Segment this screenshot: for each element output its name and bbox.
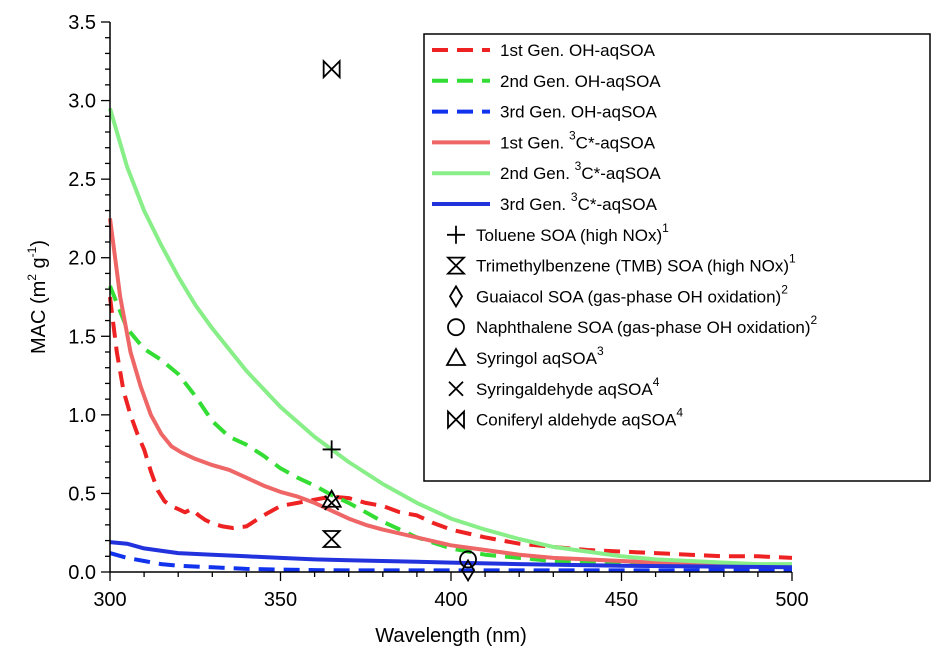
legend-label-1st-gen-oh-aqsoa-main: 1st Gen. OH-aqSOA (500, 41, 656, 60)
legend-label-syringol-aqsoa-main: Syringol aqSOA (476, 349, 598, 368)
marker-naphthalene-soa-gas-phase-oh-oxidation-0 (459, 550, 477, 569)
y-tick-label: 1.0 (68, 405, 96, 427)
plot-markers (321, 58, 477, 583)
legend-label-coniferyl-aldehyde-aqsoa: Coniferyl aldehyde aqSOA4 (476, 406, 683, 430)
legend-symbol-syringaldehyde-aqsoa (448, 381, 464, 397)
x-axis-title: Wavelength (nm) (375, 625, 527, 647)
y-tick-label: 3.0 (68, 91, 96, 113)
legend-label-trimethylbenzene-tmb-soa-high-nox-main: Trimethylbenzene (TMB) SOA (high NOx) (476, 257, 789, 276)
legend-label-naphthalene-soa-gas-phase-oh-oxidation: Naphthalene SOA (gas-phase OH oxidation)… (476, 313, 818, 337)
legend-label-3rd-gen-3c-aqsoa-suffix: C*-aqSOA (578, 195, 658, 214)
legend-label-toluene-soa-high-nox-superscript: 1 (662, 221, 669, 235)
legend-label-trimethylbenzene-tmb-soa-high-nox-superscript: 1 (789, 252, 796, 266)
legend-label-2nd-gen-3c-aqsoa-suffix: C*-aqSOA (581, 164, 661, 183)
legend-label-syringaldehyde-aqsoa: Syringaldehyde aqSOA4 (476, 375, 660, 399)
legend-label-coniferyl-aldehyde-aqsoa-superscript: 4 (676, 406, 683, 420)
axes: 0.0 0.5 1.0 1.5 2.0 2.5 3.0 3.5 300 350 400 450 500 W… (25, 12, 809, 647)
legend-label-naphthalene-soa-gas-phase-oh-oxidation-superscript: 2 (811, 313, 818, 327)
y-tick-label: 2.5 (68, 169, 96, 191)
x-tick-label: 350 (264, 589, 297, 611)
legend-label-2nd-gen-3c-aqsoa: 2nd Gen. 3C*-aqSOA (500, 159, 661, 183)
x-tick-label: 300 (93, 589, 126, 611)
legend-label-naphthalene-soa-gas-phase-oh-oxidation-main: Naphthalene SOA (gas-phase OH oxidation) (476, 318, 811, 337)
legend-symbol-coniferyl-aldehyde-aqsoa (447, 409, 465, 430)
legend-label-toluene-soa-high-nox-main: Toluene SOA (high NOx) (476, 226, 662, 245)
legend-label-3rd-gen-oh-aqsoa: 3rd Gen. OH-aqSOA (500, 103, 658, 122)
marker-syringaldehyde-aqsoa-0 (324, 495, 340, 511)
legend-label-syringol-aqsoa-superscript: 3 (597, 344, 604, 358)
legend-label-trimethylbenzene-tmb-soa-high-nox: Trimethylbenzene (TMB) SOA (high NOx)1 (476, 252, 796, 276)
y-tick-label: 2.0 (68, 248, 96, 270)
legend-label-3rd-gen-3c-aqsoa-superscript: 3 (571, 190, 578, 204)
y-axis-title: MAC (m2 g-1) (25, 240, 50, 354)
x-tick-label: 400 (434, 589, 467, 611)
series-line-3rd-gen-oh-aqsoa (109, 551, 792, 573)
y-tick-label: 1.5 (68, 326, 96, 348)
legend-label-2nd-gen-3c-aqsoa-main: 2nd Gen. (500, 164, 575, 183)
legend-symbol-naphthalene-soa-gas-phase-oh-oxidation (447, 318, 465, 337)
legend-label-3rd-gen-oh-aqsoa-main: 3rd Gen. OH-aqSOA (500, 103, 658, 122)
marker-trimethylbenzene-tmb-soa-high-nox-0 (321, 530, 342, 548)
y-tick-label: 0.0 (68, 562, 96, 584)
legend-label-1st-gen-3c-aqsoa-superscript: 3 (569, 128, 576, 142)
legend-label-2nd-gen-3c-aqsoa-superscript: 3 (575, 159, 582, 173)
legend-label-syringol-aqsoa: Syringol aqSOA3 (476, 344, 604, 368)
y-tick-label: 0.5 (68, 483, 96, 505)
legend-symbol-trimethylbenzene-tmb-soa-high-nox (445, 256, 467, 275)
legend-label-1st-gen-3c-aqsoa: 1st Gen. 3C*-aqSOA (500, 128, 656, 152)
legend-label-syringaldehyde-aqsoa-superscript: 4 (653, 375, 660, 389)
legend-label-guaiacol-soa-gas-phase-oh-oxidation-main: Guaiacol SOA (gas-phase OH oxidation) (476, 287, 781, 306)
y-axis-title-sup1: 2 (25, 274, 39, 281)
legend-label-guaiacol-soa-gas-phase-oh-oxidation-superscript: 2 (781, 282, 788, 296)
marker-coniferyl-aldehyde-aqsoa-0 (322, 58, 341, 80)
y-axis-title-base: MAC (m (28, 281, 50, 354)
legend-label-1st-gen-oh-aqsoa: 1st Gen. OH-aqSOA (500, 41, 656, 60)
legend-symbol-guaiacol-soa-gas-phase-oh-oxidation (448, 284, 464, 309)
legend-label-syringaldehyde-aqsoa-main: Syringaldehyde aqSOA (476, 380, 653, 399)
legend-label-toluene-soa-high-nox: Toluene SOA (high NOx)1 (476, 221, 669, 245)
legend-label-1st-gen-3c-aqsoa-suffix: C*-aqSOA (576, 133, 656, 152)
series-line-2nd-gen-3c-aqsoa (108, 107, 792, 567)
x-tick-label: 450 (605, 589, 638, 611)
legend-label-1st-gen-3c-aqsoa-main: 1st Gen. (500, 133, 569, 152)
legend: 1st Gen. OH-aqSOA 2nd Gen. OH-aqSOA 3rd Ge… (423, 33, 931, 482)
y-axis-title-sup2: -1 (25, 246, 39, 257)
x-tick-label: 500 (775, 589, 808, 611)
legend-symbol-syringol-aqsoa (445, 347, 467, 366)
legend-label-coniferyl-aldehyde-aqsoa-main: Coniferyl aldehyde aqSOA (476, 411, 677, 430)
y-tick-label: 3.5 (68, 12, 96, 34)
legend-label-2nd-gen-oh-aqsoa: 2nd Gen. OH-aqSOA (500, 72, 661, 91)
legend-label-2nd-gen-oh-aqsoa-main: 2nd Gen. OH-aqSOA (500, 72, 661, 91)
legend-box (423, 33, 931, 482)
legend-symbol-toluene-soa-high-nox (447, 225, 465, 244)
legend-label-3rd-gen-3c-aqsoa-main: 3rd Gen. (500, 195, 571, 214)
legend-label-3rd-gen-3c-aqsoa: 3rd Gen. 3C*-aqSOA (500, 190, 658, 214)
legend-label-guaiacol-soa-gas-phase-oh-oxidation: Guaiacol SOA (gas-phase OH oxidation)2 (476, 282, 788, 306)
y-axis-title-mid: g (28, 257, 50, 274)
y-axis-title-end: ) (28, 240, 50, 247)
series-line-3rd-gen-3c-aqsoa (109, 540, 793, 570)
marker-toluene-soa-high-nox-0 (322, 440, 341, 459)
